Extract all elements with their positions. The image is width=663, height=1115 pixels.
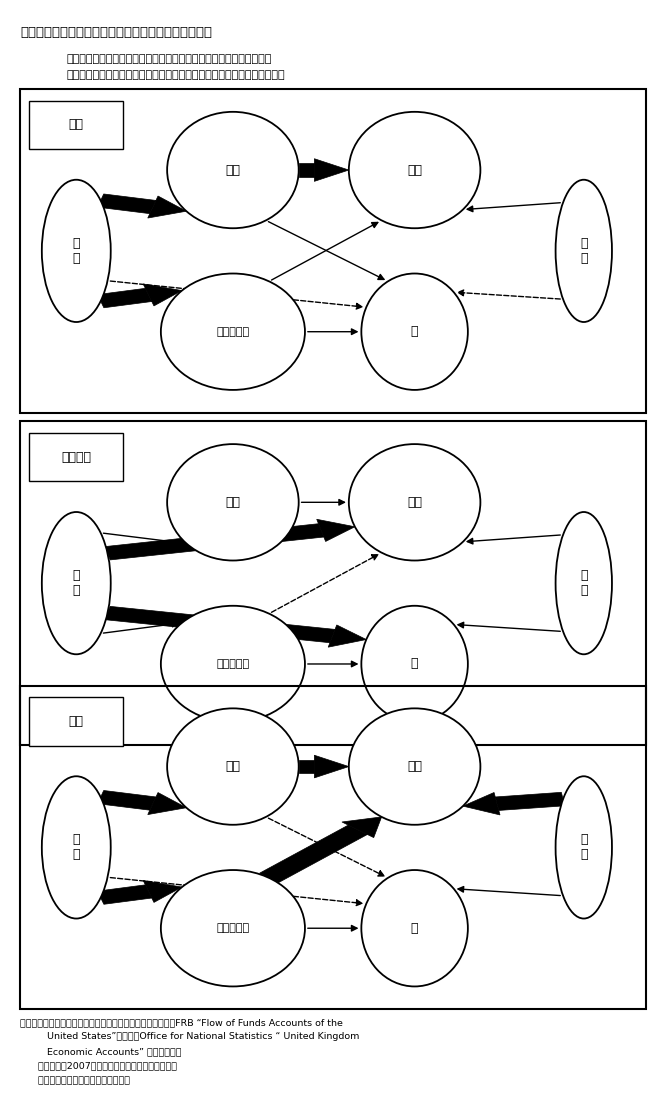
Text: ２．すべて2007年末のストック値をもとに作成。: ２．すべて2007年末のストック値をもとに作成。 xyxy=(20,1061,177,1070)
Text: 海
外: 海 外 xyxy=(580,833,587,862)
Text: ３．年金には公的年金は含まない。: ３．年金には公的年金は含まない。 xyxy=(20,1076,130,1085)
Polygon shape xyxy=(97,885,152,904)
Polygon shape xyxy=(463,793,500,815)
Text: 海
外: 海 外 xyxy=(580,569,587,598)
Text: アメリカ: アメリカ xyxy=(61,450,91,464)
Polygon shape xyxy=(299,163,314,177)
Polygon shape xyxy=(259,825,367,883)
Text: 年金・保険: 年金・保険 xyxy=(216,659,249,669)
Polygon shape xyxy=(105,607,335,642)
Polygon shape xyxy=(143,881,182,902)
Ellipse shape xyxy=(42,180,111,322)
Ellipse shape xyxy=(349,112,481,229)
Text: 家計から企業、国への資金の流れは、日本においては銀行経由が中心: 家計から企業、国への資金の流れは、日本においては銀行経由が中心 xyxy=(66,54,272,64)
Polygon shape xyxy=(97,791,156,811)
Ellipse shape xyxy=(556,180,612,322)
Text: Economic Accounts” により作成。: Economic Accounts” により作成。 xyxy=(20,1047,182,1056)
Polygon shape xyxy=(314,755,349,778)
Text: 銀行: 銀行 xyxy=(225,760,241,773)
Polygon shape xyxy=(317,520,355,542)
FancyBboxPatch shape xyxy=(29,433,123,482)
Ellipse shape xyxy=(556,776,612,919)
Polygon shape xyxy=(105,524,324,560)
FancyBboxPatch shape xyxy=(29,100,123,149)
Ellipse shape xyxy=(556,512,612,655)
Polygon shape xyxy=(148,793,186,815)
Text: 年金・保険: 年金・保険 xyxy=(216,923,249,933)
Text: 企業: 企業 xyxy=(407,164,422,176)
Text: United States”、英国はOffice for National Statistics “ United Kingdom: United States”、英国はOffice for National St… xyxy=(20,1032,359,1041)
Text: 家
計: 家 計 xyxy=(72,236,80,265)
Polygon shape xyxy=(342,817,382,837)
Text: 国: 国 xyxy=(411,326,418,338)
Ellipse shape xyxy=(361,605,468,723)
Text: 企業: 企業 xyxy=(407,760,422,773)
Ellipse shape xyxy=(161,870,305,987)
Text: 家
計: 家 計 xyxy=(72,569,80,598)
Polygon shape xyxy=(314,158,349,182)
Polygon shape xyxy=(97,194,156,214)
Text: アメリカにおいては家計から直接、英国においては年金・保険経由が中心: アメリカにおいては家計から直接、英国においては年金・保険経由が中心 xyxy=(66,70,285,80)
Text: 銀行: 銀行 xyxy=(225,496,241,508)
Text: 銀行: 銀行 xyxy=(225,164,241,176)
Ellipse shape xyxy=(361,870,468,987)
Ellipse shape xyxy=(349,444,481,561)
Text: 国: 国 xyxy=(411,658,418,670)
Text: 企業: 企業 xyxy=(407,496,422,508)
Ellipse shape xyxy=(167,444,299,561)
Polygon shape xyxy=(148,196,186,219)
Text: 日本: 日本 xyxy=(69,118,84,132)
Ellipse shape xyxy=(349,708,481,825)
Ellipse shape xyxy=(167,708,299,825)
Polygon shape xyxy=(495,793,565,811)
Text: 家
計: 家 計 xyxy=(72,833,80,862)
Polygon shape xyxy=(143,284,182,306)
Text: （備考）１．日本は日本銀行「資金循環統計」、アメリカはFRB “Flow of Funds Accounts of the: （備考）１．日本は日本銀行「資金循環統計」、アメリカはFRB “Flow of … xyxy=(20,1018,343,1027)
Text: 年金・保険: 年金・保険 xyxy=(216,327,249,337)
Text: 第２－５－４図　日・米・英３カ国の主な資金の流れ: 第２－５－４図 日・米・英３カ国の主な資金の流れ xyxy=(20,26,212,39)
Ellipse shape xyxy=(361,273,468,390)
Ellipse shape xyxy=(161,273,305,390)
Polygon shape xyxy=(299,759,314,774)
Ellipse shape xyxy=(167,112,299,229)
Ellipse shape xyxy=(42,776,111,919)
Ellipse shape xyxy=(42,512,111,655)
Polygon shape xyxy=(97,289,152,308)
Ellipse shape xyxy=(161,605,305,723)
Text: 国: 国 xyxy=(411,922,418,934)
Text: 海
外: 海 外 xyxy=(580,236,587,265)
FancyBboxPatch shape xyxy=(29,697,123,746)
Polygon shape xyxy=(328,626,366,647)
Text: 英国: 英国 xyxy=(69,715,84,728)
